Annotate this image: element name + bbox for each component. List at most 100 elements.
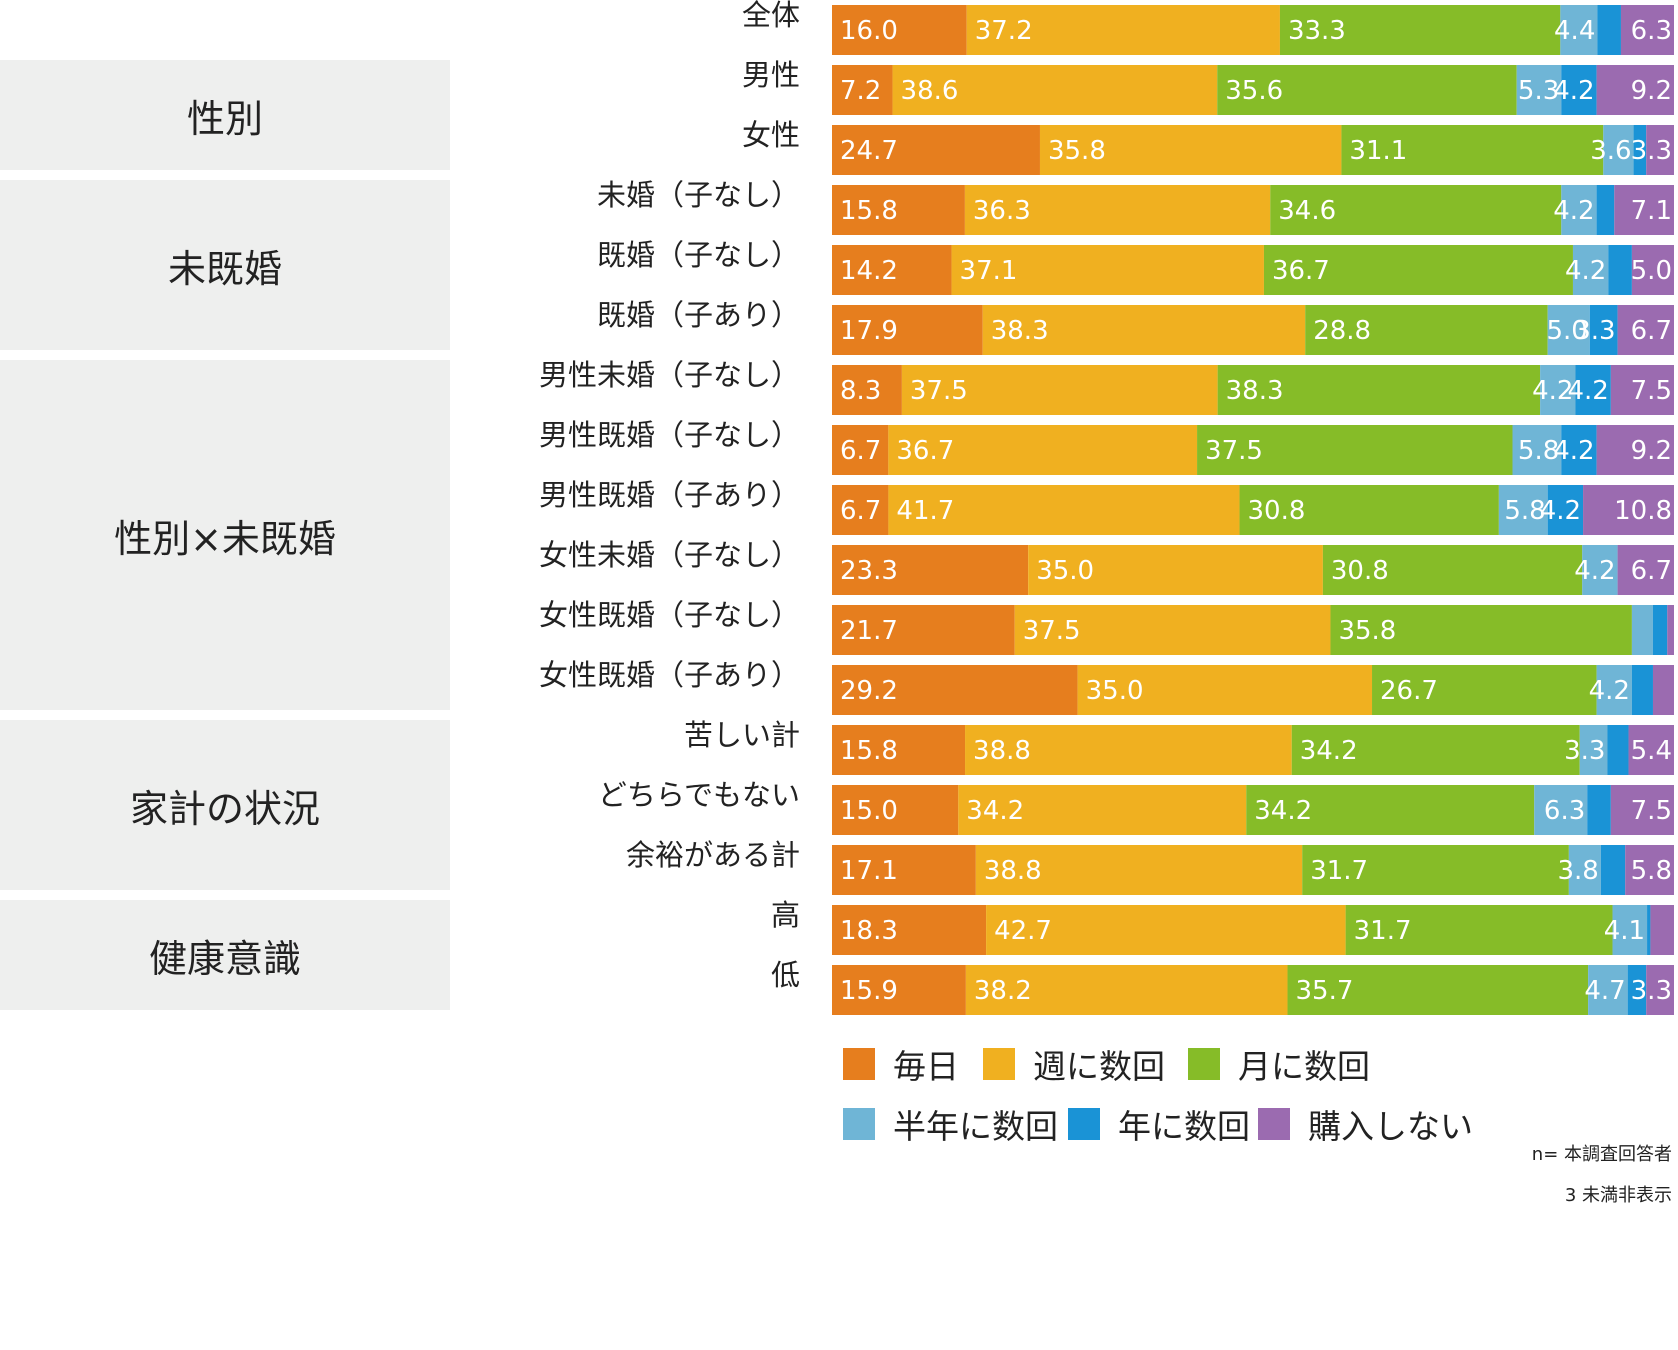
data-label: 31.1 — [1349, 136, 1407, 166]
bar-segment-no-purchase — [1596, 65, 1674, 115]
bar-segment-daily — [832, 965, 966, 1015]
bar-segment-yearly — [1597, 5, 1621, 55]
data-label: 36.7 — [896, 436, 954, 466]
bar-segment-yearly — [1561, 65, 1597, 115]
legend-item-no-purchase: 購入しない — [1258, 1100, 1473, 1148]
data-label: 5.8 — [1504, 496, 1545, 526]
legend-item-monthly: 月に数回 — [1188, 1040, 1370, 1088]
data-label: 4.2 — [1565, 256, 1606, 286]
category-label: 高 — [771, 898, 800, 932]
data-label: 15.8 — [840, 196, 898, 226]
data-label: 34.2 — [1300, 736, 1358, 766]
bar-segment-yearly — [1575, 365, 1611, 415]
bar-segment-yearly — [1607, 725, 1629, 775]
bar-segment-daily — [832, 65, 893, 115]
data-label: 31.7 — [1354, 916, 1412, 946]
bar-segment-daily — [832, 605, 1015, 655]
data-label: 4.2 — [1540, 496, 1581, 526]
bar-segment-half-yearly — [1631, 605, 1653, 655]
bar-segment-weekly — [892, 65, 1218, 115]
bar-segment-no-purchase — [1596, 425, 1674, 475]
data-label: 41.7 — [896, 496, 954, 526]
bar-segment-weekly — [986, 905, 1346, 955]
bar-segment-monthly — [1217, 65, 1517, 115]
data-label: 35.7 — [1296, 976, 1354, 1006]
legend-label-yearly: 年に数回 — [1118, 1107, 1250, 1146]
bar-segment-half-yearly — [1498, 485, 1548, 535]
bar-segment-no-purchase — [1628, 725, 1674, 775]
legend-label-half-yearly: 半年に数回 — [893, 1107, 1058, 1146]
bar-segment-daily — [832, 785, 959, 835]
note-sample: n= 本調査回答者 — [1531, 1144, 1672, 1165]
bar-segment-weekly — [965, 725, 1292, 775]
group-label: 健康意識 — [148, 936, 301, 981]
data-label: 9.2 — [1631, 436, 1672, 466]
bar-segment-yearly — [1652, 605, 1668, 655]
data-label: 34.6 — [1278, 196, 1336, 226]
data-label: 3.3 — [1574, 316, 1615, 346]
legend-swatch-monthly — [1188, 1048, 1220, 1080]
legend-label-monthly: 月に数回 — [1238, 1047, 1370, 1086]
data-label: 4.4 — [1554, 16, 1595, 46]
bar-segment-weekly — [1014, 605, 1331, 655]
data-label: 37.5 — [1023, 616, 1081, 646]
bar-segment-yearly — [1633, 125, 1647, 175]
data-label: 4.2 — [1553, 436, 1594, 466]
bar-segment-yearly — [1547, 485, 1584, 535]
bar-segment-daily — [832, 905, 987, 955]
bar-segment-weekly — [1039, 125, 1342, 175]
bar-segment-yearly — [1631, 665, 1653, 715]
category-label: 既婚（子なし） — [597, 238, 800, 272]
bar-segment-half-yearly — [1540, 365, 1576, 415]
data-label: 6.7 — [840, 496, 881, 526]
bar-segment-no-purchase — [1614, 185, 1674, 235]
group-label: 性別 — [186, 96, 263, 141]
bar-segment-half-yearly — [1612, 905, 1648, 955]
data-label: 15.9 — [840, 976, 898, 1006]
data-label: 3.3 — [1564, 736, 1605, 766]
data-label: 35.8 — [1338, 616, 1396, 646]
bar-segment-monthly — [1291, 725, 1580, 775]
category-label: 男性既婚（子あり） — [539, 478, 800, 512]
bar-segment-no-purchase — [1617, 545, 1674, 595]
data-label: 10.8 — [1614, 496, 1672, 526]
legend-label-daily: 毎日 — [893, 1047, 959, 1086]
bar-segment-half-yearly — [1547, 305, 1590, 355]
bar-segment-no-purchase — [1625, 845, 1674, 895]
data-label: 23.3 — [840, 556, 898, 586]
bar-segment-yearly — [1600, 845, 1626, 895]
bar-segment-weekly — [975, 845, 1303, 895]
data-label: 42.7 — [994, 916, 1052, 946]
data-label: 30.8 — [1331, 556, 1389, 586]
data-label: 4.2 — [1532, 376, 1573, 406]
data-label: 35.6 — [1225, 76, 1283, 106]
bar-segment-no-purchase — [1583, 485, 1674, 535]
group-box: 家計の状況 — [0, 720, 450, 890]
data-label: 4.2 — [1567, 376, 1608, 406]
bar-segment-no-purchase — [1667, 605, 1674, 655]
data-label: 5.0 — [1546, 316, 1587, 346]
category-label: 女性既婚（子あり） — [539, 658, 800, 692]
group-label: 性別×未既婚 — [114, 516, 336, 561]
bar-segment-daily — [832, 305, 983, 355]
bar-segment-daily — [832, 425, 889, 475]
note-threshold: 3 未満非表示 — [1564, 1185, 1672, 1206]
category-label: 女性既婚（子なし） — [539, 598, 800, 632]
group-box: 健康意識 — [0, 900, 450, 1010]
legend-swatch-daily — [843, 1048, 875, 1080]
data-label: 3.3 — [1631, 136, 1672, 166]
data-label: 37.5 — [1205, 436, 1263, 466]
data-label: 37.5 — [910, 376, 968, 406]
data-label: 36.3 — [973, 196, 1031, 226]
bar-segment-monthly — [1279, 5, 1561, 55]
group-label: 家計の状況 — [129, 786, 320, 831]
bar-segment-monthly — [1263, 245, 1573, 295]
bar-segment-weekly — [1077, 665, 1373, 715]
data-label: 34.2 — [1254, 796, 1312, 826]
group-label: 未既婚 — [167, 246, 282, 291]
bar-segment-weekly — [888, 425, 1198, 475]
bar-segment-half-yearly — [1512, 425, 1562, 475]
bar-segment-yearly — [1647, 905, 1651, 955]
category-label: 未婚（子なし） — [597, 178, 800, 212]
bar-segment-no-purchase — [1610, 365, 1674, 415]
